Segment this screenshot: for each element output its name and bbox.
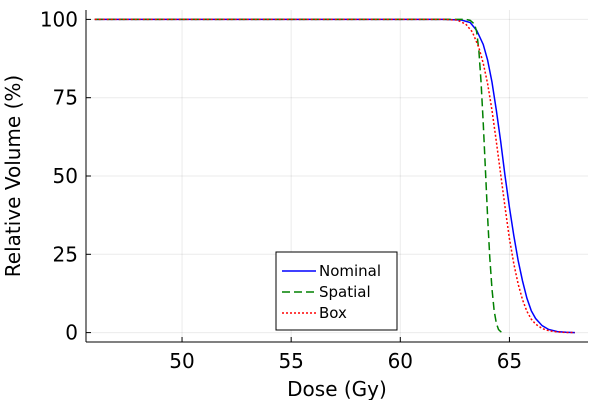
legend: Nominal Spatial Box — [275, 251, 398, 331]
series-line-spatial — [94, 18, 504, 334]
series-line-nominal — [94, 18, 575, 334]
x-tick-label: 55 — [278, 349, 303, 373]
series-line-box — [94, 18, 575, 334]
x-tick-label: 65 — [497, 349, 522, 373]
legend-label-box: Box — [319, 304, 347, 322]
y-tick-label: 75 — [53, 86, 78, 110]
x-axis-label: Dose (Gy) — [287, 377, 387, 400]
y-tick-label: 25 — [53, 242, 78, 266]
axes — [85, 10, 588, 343]
y-axis-label: Relative Volume (%) — [1, 75, 25, 277]
x-tick-label: 50 — [169, 349, 194, 373]
series-lines — [94, 18, 575, 334]
x-tick-label: 60 — [388, 349, 413, 373]
y-tick-label: 50 — [53, 164, 78, 188]
legend-label-nominal: Nominal — [319, 262, 381, 280]
legend-label-spatial: Spatial — [319, 283, 371, 301]
legend-box — [275, 251, 398, 331]
y-tick-label: 100 — [40, 7, 78, 31]
y-tick-label: 0 — [65, 321, 78, 345]
tick-labels: 50 55 60 65 0 25 50 75 100 — [40, 7, 522, 373]
